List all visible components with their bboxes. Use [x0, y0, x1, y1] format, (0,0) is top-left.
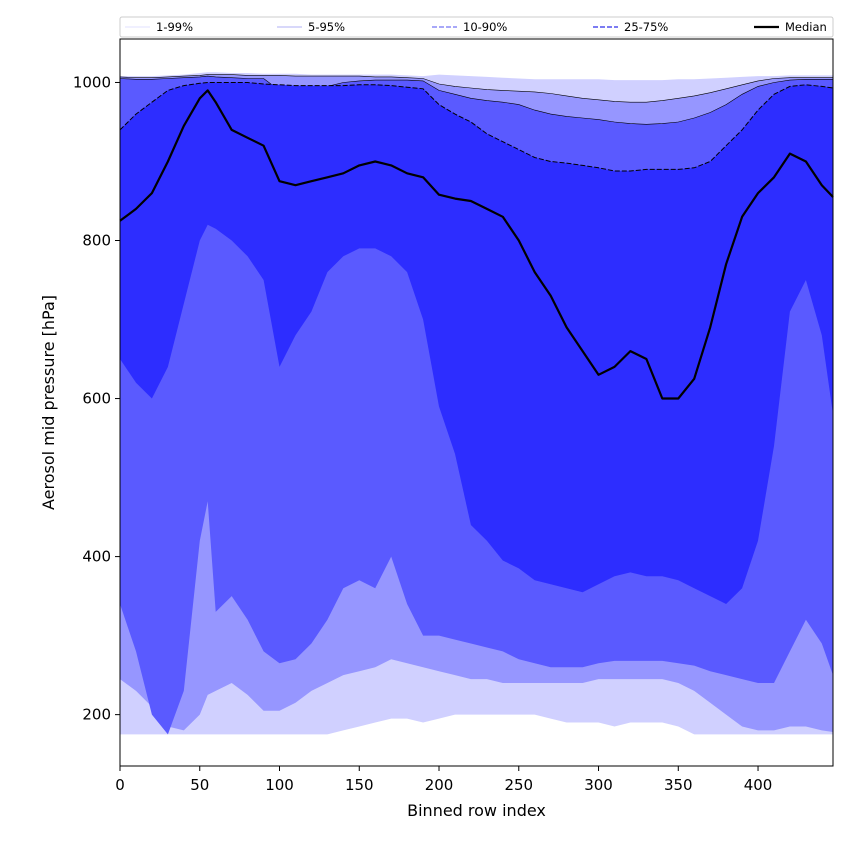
x-tick-label: 350 [664, 776, 693, 794]
legend-box [119, 16, 834, 38]
x-axis: 0 50 100 150 200 250 300 350 400 [115, 766, 772, 794]
legend-item: 5-95% [277, 20, 345, 34]
legend-label: 5-95% [308, 20, 345, 34]
legend-item: 25-75% [593, 20, 668, 34]
band-upper-line-5-95% [119, 74, 833, 103]
legend-label: 1-99% [156, 20, 193, 34]
band-upper-line-10-90% [119, 75, 833, 125]
band-upper-line-25-75% [119, 82, 834, 172]
plot-area [119, 72, 834, 735]
x-axis-label: Binned row index [407, 801, 546, 820]
legend-item: 1-99% [125, 20, 193, 34]
y-tick-label: 1000 [73, 73, 111, 91]
legend-item: Median [754, 20, 827, 34]
legend-label: Median [785, 20, 827, 34]
band-25-75% [120, 82, 833, 604]
y-tick-label: 400 [82, 548, 111, 566]
y-axis: 200 400 600 800 1000 [73, 73, 120, 724]
axes-frame [119, 38, 834, 767]
y-axis-label: Aerosol mid pressure [hPa] [39, 295, 58, 510]
legend: 1-99% 5-95% 10-90% 25-75% Median [119, 16, 834, 38]
x-tick-label: 400 [744, 776, 773, 794]
y-tick-label: 600 [82, 390, 111, 408]
x-tick-label: 200 [425, 776, 454, 794]
y-tick-label: 200 [82, 706, 111, 724]
x-tick-label: 300 [584, 776, 613, 794]
x-tick-label: 100 [265, 776, 294, 794]
x-tick-label: 150 [345, 776, 374, 794]
y-tick-label: 800 [82, 232, 111, 250]
x-tick-label: 0 [115, 776, 125, 794]
legend-label: 10-90% [463, 20, 507, 34]
legend-label: 25-75% [624, 20, 668, 34]
legend-item: 10-90% [432, 20, 507, 34]
x-tick-label: 250 [504, 776, 533, 794]
median-line [119, 89, 834, 400]
x-tick-label: 50 [190, 776, 209, 794]
